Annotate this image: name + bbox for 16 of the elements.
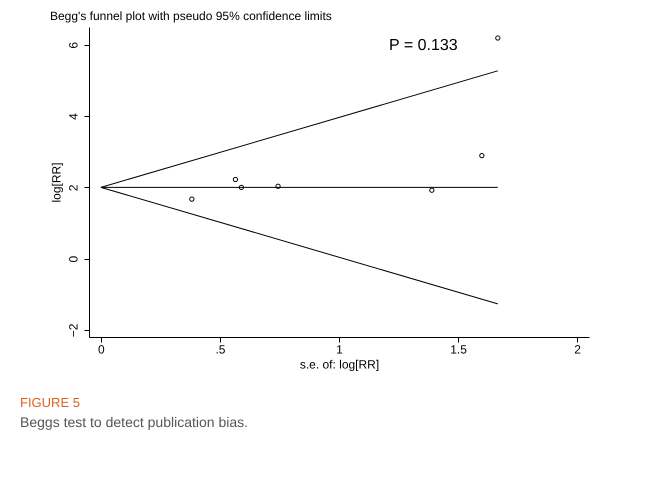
y-tick-label: 6 [66,42,80,49]
y-tick-label: −2 [66,323,80,338]
y-tick-label: 2 [66,184,80,192]
text: Beggs test to detect publication bias. [20,414,250,430]
caption: FIGURE 5 [20,395,81,410]
x-tick-label: .5 [215,342,226,356]
chart-title: Begg's funnel plot with pseudo 95% confidence limits [50,9,332,23]
x-tick-label: 1.5 [450,342,468,356]
x-tick-label: 1 [336,342,344,356]
y-axis-title: log[RR] [50,162,64,203]
annotation: P = 0.133 [389,37,458,54]
x-axis-title: s.e. of: log[RR] [300,358,380,372]
x-tick-label: 0 [98,342,106,356]
y-tick-label: 4 [66,112,80,120]
y-tick-label: 0 [66,255,80,262]
x-tick-label: 2 [574,342,582,356]
